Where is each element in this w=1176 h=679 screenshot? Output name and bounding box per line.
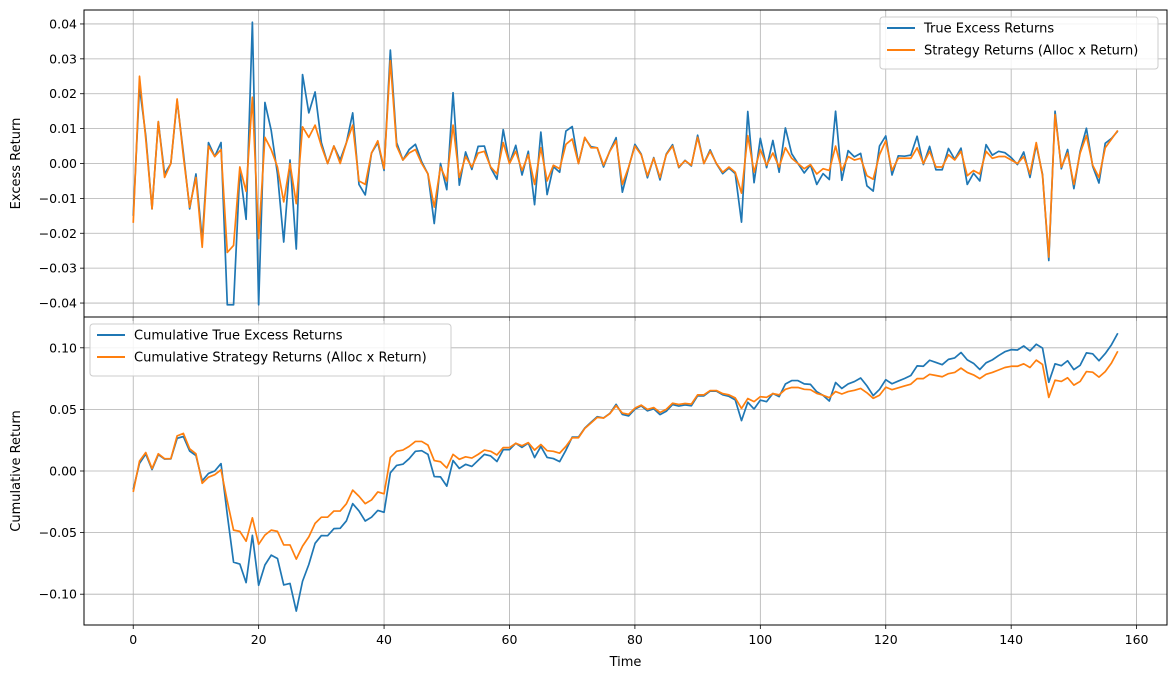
legend-box — [879, 16, 1159, 70]
legend-label: True Excess Returns — [923, 22, 1054, 37]
y-tick-label: 0.10 — [49, 340, 77, 355]
legend-label: Cumulative True Excess Returns — [134, 329, 343, 344]
legend-label: Cumulative Strategy Returns (Alloc x Ret… — [134, 351, 427, 366]
cumulative-return-panel: −0.10 −0.05 0.00 0.05 0.10 0 20 40 60 80 100 120 140… — [9, 316, 1168, 670]
legend-label: Strategy Returns (Alloc x Return) — [924, 44, 1138, 59]
y-axis-label: Cumulative Return — [9, 410, 24, 531]
y-tick-label: −0.05 — [39, 525, 77, 540]
y-tick-label: 0.04 — [49, 16, 77, 31]
x-axis-label: Time — [609, 655, 642, 670]
x-tick-label: 120 — [874, 632, 898, 647]
x-tick-label: 40 — [376, 632, 392, 647]
x-tick-label: 160 — [1125, 632, 1149, 647]
y-axis-label: Excess Return — [9, 118, 24, 210]
y-tick-label: 0.03 — [49, 51, 77, 66]
y-tick-label: −0.02 — [39, 226, 77, 241]
x-tick-label: 20 — [251, 632, 267, 647]
y-tick-label: −0.04 — [39, 296, 77, 311]
x-tick-label: 80 — [627, 632, 643, 647]
y-tick-label: −0.10 — [39, 587, 77, 602]
y-tick-label: 0.01 — [49, 121, 77, 136]
x-tick-label: 100 — [748, 632, 772, 647]
x-tick-label: 140 — [999, 632, 1023, 647]
excess-return-panel: −0.04 −0.03 −0.02 −0.01 0.00 0.01 0.02 0.03 0.04… — [9, 9, 1168, 321]
y-tick-label: 0.02 — [49, 86, 77, 101]
x-tick-label: 60 — [502, 632, 518, 647]
y-tick-label: 0.00 — [49, 464, 77, 479]
legend-box — [89, 323, 452, 377]
series-line-0 — [132, 332, 1119, 612]
y-tick-label: −0.01 — [39, 191, 77, 206]
series-line-1 — [132, 59, 1119, 258]
y-tick-label: 0.00 — [49, 156, 77, 171]
x-tick-label: 0 — [129, 632, 137, 647]
legend: True Excess Returns Strategy Returns (All… — [879, 16, 1159, 70]
grid — [84, 10, 1167, 317]
y-tick-label: 0.05 — [49, 402, 77, 417]
series-line-1 — [132, 350, 1119, 560]
y-tick-label: −0.03 — [39, 261, 77, 276]
series-line-0 — [132, 21, 1119, 306]
axes-frame — [83, 316, 1168, 626]
legend: Cumulative True Excess Returns Cumulative… — [89, 323, 452, 377]
